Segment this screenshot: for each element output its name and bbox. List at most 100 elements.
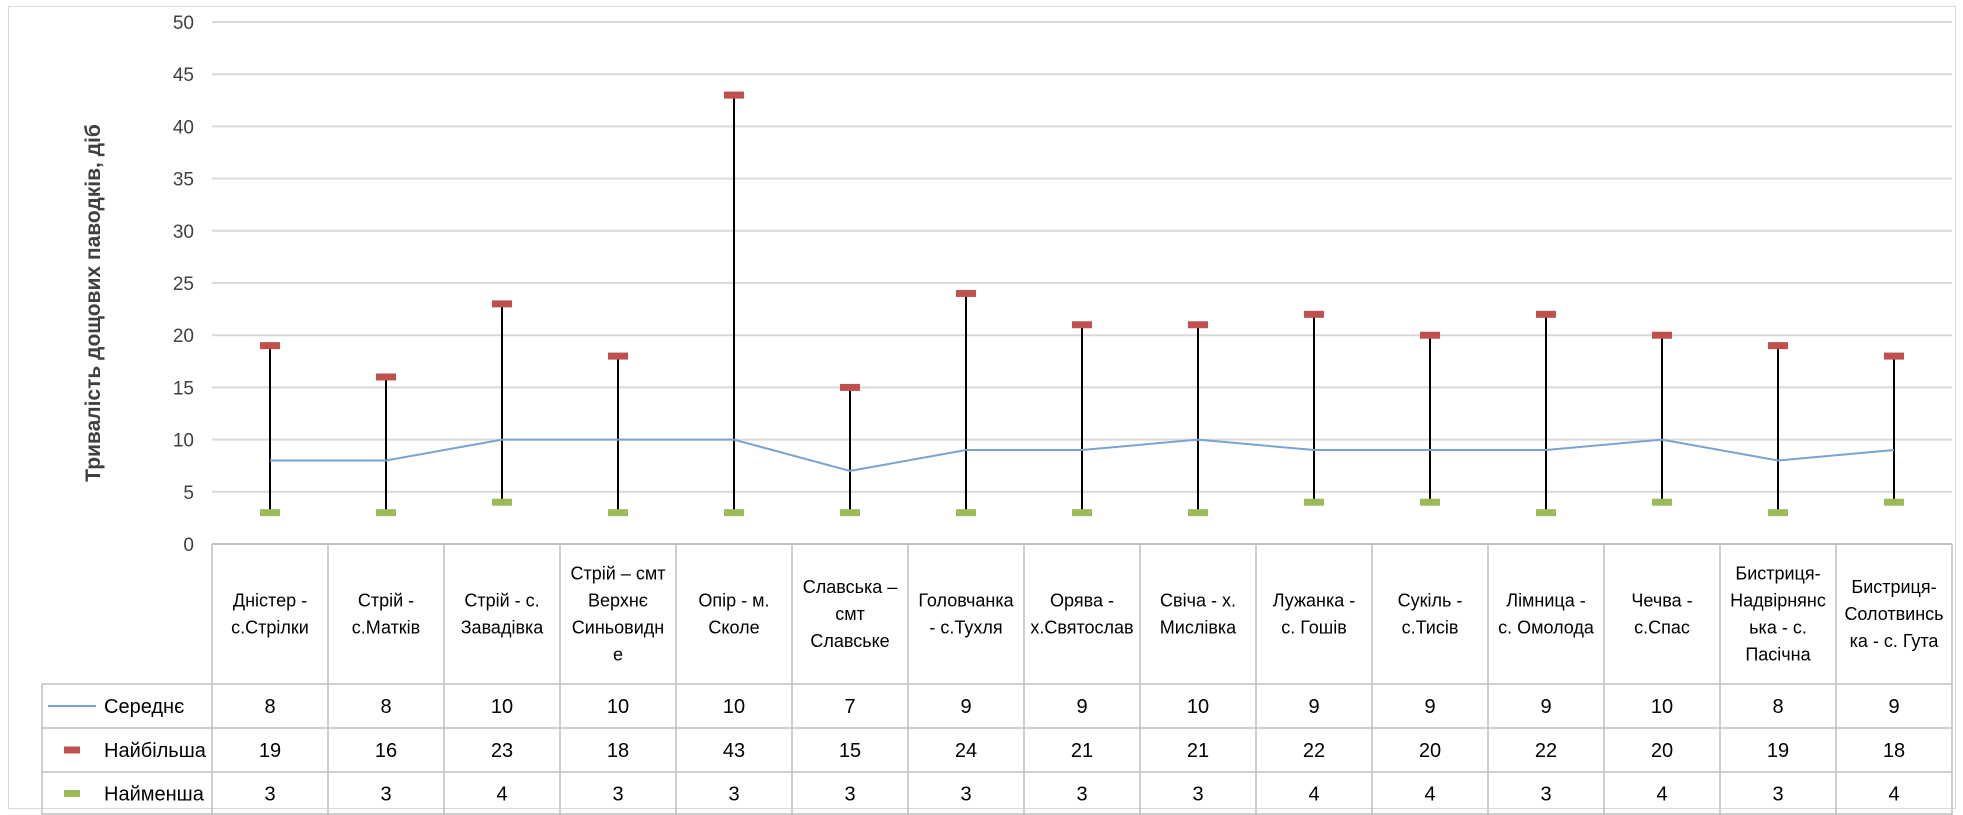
- max-marker: [1884, 352, 1904, 360]
- category-label: Дністер -: [233, 591, 307, 611]
- data-table-value: 4: [1656, 784, 1667, 806]
- data-table-value: 4: [1888, 784, 1899, 806]
- data-table-value: 7: [844, 696, 855, 718]
- y-tick-label: 0: [183, 535, 194, 556]
- category-label: Бистриця-: [1735, 564, 1820, 584]
- min-marker: [1768, 509, 1788, 517]
- data-table-value: 15: [839, 740, 861, 762]
- category-label: с. Гошів: [1281, 618, 1347, 638]
- data-table-value: 10: [1651, 696, 1673, 718]
- min-marker: [608, 509, 628, 517]
- min-marker: [1188, 509, 1208, 517]
- data-table-value: 9: [960, 696, 971, 718]
- category-label: ька - с.: [1749, 618, 1807, 638]
- data-table-value: 9: [1888, 696, 1899, 718]
- max-marker: [260, 342, 280, 350]
- y-tick-label: 25: [173, 274, 194, 295]
- min-marker: [492, 498, 512, 506]
- max-marker: [1304, 310, 1324, 318]
- data-table-value: 22: [1303, 740, 1325, 762]
- category-label: с.Спас: [1634, 618, 1690, 638]
- y-tick-label: 10: [173, 431, 194, 452]
- max-marker: [1420, 331, 1440, 339]
- category-label: Мислівка: [1160, 618, 1237, 638]
- data-table-value: 18: [1883, 740, 1905, 762]
- category-label: Головчанка: [918, 591, 1014, 611]
- max-marker: [1768, 342, 1788, 350]
- data-table-value: 4: [1308, 784, 1319, 806]
- data-table-value: 8: [1772, 696, 1783, 718]
- y-tick-label: 45: [173, 65, 194, 86]
- y-tick-label: 40: [173, 117, 194, 138]
- category-label: Стрій -: [358, 591, 414, 611]
- max-marker: [956, 289, 976, 297]
- min-marker: [1652, 498, 1672, 506]
- category-label: Верхнє: [588, 591, 648, 611]
- category-label: Завадівка: [461, 618, 545, 638]
- category-label: ка - с. Гута: [1850, 631, 1940, 651]
- category-label: с. Омолода: [1498, 618, 1595, 638]
- chart-frame: [8, 6, 1956, 809]
- data-table-value: 9: [1076, 696, 1087, 718]
- legend-label: Середнє: [104, 696, 184, 718]
- y-tick-label: 30: [173, 222, 194, 243]
- category-label: с.Тисів: [1402, 618, 1459, 638]
- max-marker: [724, 91, 744, 99]
- data-table-value: 10: [723, 696, 745, 718]
- data-table-value: 3: [1192, 784, 1203, 806]
- y-tick-label: 5: [183, 483, 194, 504]
- category-label: Солотвинсь: [1844, 604, 1943, 624]
- data-table-value: 4: [496, 784, 507, 806]
- data-table-value: 3: [1540, 784, 1551, 806]
- max-marker: [1188, 321, 1208, 329]
- data-table-value: 19: [259, 740, 281, 762]
- min-marker: [376, 509, 396, 517]
- y-axis-label: Тривалість дощових паводків, діб: [82, 124, 105, 482]
- legend-label: Найменша: [104, 784, 205, 806]
- category-label: Лужанка -: [1273, 591, 1356, 611]
- data-table-value: 20: [1651, 740, 1673, 762]
- category-label: Лімница -: [1506, 591, 1586, 611]
- category-label: Свіча - х.: [1160, 591, 1236, 611]
- category-label: Славська –: [803, 577, 898, 597]
- data-table-value: 24: [955, 740, 977, 762]
- category-label: е: [613, 645, 623, 665]
- max-marker: [1072, 321, 1092, 329]
- data-table-value: 10: [491, 696, 513, 718]
- min-marker: [840, 509, 860, 517]
- data-table-value: 8: [380, 696, 391, 718]
- min-marker: [1420, 498, 1440, 506]
- y-tick-label: 35: [173, 170, 194, 191]
- category-label: с.Стрілки: [231, 618, 309, 638]
- min-marker: [1536, 509, 1556, 517]
- y-tick-label: 50: [173, 13, 194, 34]
- category-label: Пасічна: [1745, 645, 1811, 665]
- category-label: Синьовидн: [572, 618, 664, 638]
- data-table-value: 19: [1767, 740, 1789, 762]
- category-label: с.Матків: [352, 618, 421, 638]
- data-table-value: 22: [1535, 740, 1557, 762]
- data-table-value: 43: [723, 740, 745, 762]
- category-label: Орява -: [1050, 591, 1114, 611]
- data-table-value: 9: [1540, 696, 1551, 718]
- data-table-value: 8: [264, 696, 275, 718]
- category-label: Стрій – смт: [571, 564, 666, 584]
- category-label: Сукіль -: [1398, 591, 1463, 611]
- data-table-value: 20: [1419, 740, 1441, 762]
- data-table-value: 4: [1424, 784, 1435, 806]
- category-label: Славське: [810, 631, 889, 651]
- max-marker: [1536, 310, 1556, 318]
- category-label: Надвірнянс: [1730, 591, 1826, 611]
- data-table-value: 3: [960, 784, 971, 806]
- legend-key-dash: [64, 746, 80, 754]
- max-marker: [840, 383, 860, 391]
- data-table-value: 9: [1424, 696, 1435, 718]
- category-label: Сколе: [708, 618, 759, 638]
- data-table-value: 16: [375, 740, 397, 762]
- category-label: смт: [835, 604, 865, 624]
- category-label: Стрій - с.: [464, 591, 539, 611]
- data-table-value: 3: [612, 784, 623, 806]
- data-table-value: 3: [1076, 784, 1087, 806]
- data-table-value: 3: [728, 784, 739, 806]
- max-marker: [376, 373, 396, 381]
